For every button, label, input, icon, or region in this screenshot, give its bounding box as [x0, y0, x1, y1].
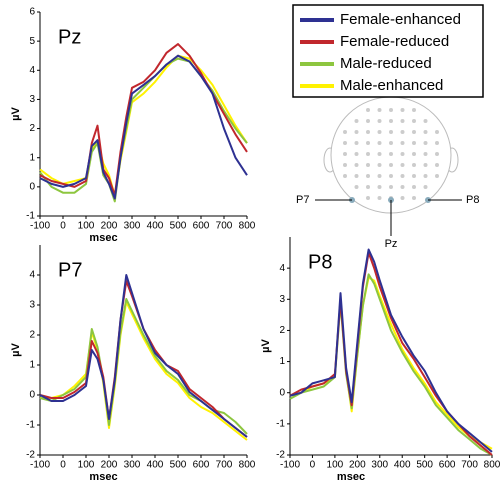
electrode-diagram: P7 P8 Pz [296, 87, 479, 250]
x-tick-label: 600 [193, 460, 210, 471]
y-tick-label: 5 [29, 36, 35, 47]
series-line [39, 54, 248, 197]
y-tick-label: 2 [29, 330, 35, 341]
x-tick-label: 700 [216, 221, 233, 232]
x-tick-label: -100 [30, 221, 50, 232]
chart-title: P8 [308, 251, 332, 273]
x-axis-label: msec [89, 232, 117, 244]
y-tick-label: 3 [279, 294, 285, 305]
series-line [39, 274, 248, 438]
series-line [39, 57, 248, 203]
x-tick-label: 300 [371, 460, 388, 471]
x-tick-label: 400 [394, 460, 411, 471]
x-tick-label: 800 [484, 460, 501, 471]
x-tick-label: 100 [78, 460, 95, 471]
y-tick-label: -1 [26, 211, 35, 222]
electrode-label: Pz [385, 238, 398, 250]
y-tick-label: -2 [276, 450, 285, 461]
x-tick-label: 200 [349, 460, 366, 471]
y-tick-label: 3 [29, 94, 35, 105]
y-axis-label: µV [260, 339, 272, 353]
legend-label: Female-reduced [340, 33, 449, 50]
electrode-label: P8 [466, 194, 479, 206]
y-tick-label: 3 [29, 300, 35, 311]
y-tick-label: 4 [29, 65, 35, 76]
x-tick-label: 100 [327, 460, 344, 471]
x-tick-label: 400 [147, 221, 164, 232]
y-tick-label: 0 [29, 390, 35, 401]
y-tick-label: 2 [29, 123, 35, 134]
y-axis-label: µV [10, 107, 22, 121]
y-tick-label: 0 [279, 387, 285, 398]
y-tick-label: 1 [279, 356, 285, 367]
series-line [289, 273, 493, 456]
y-tick-label: 4 [29, 270, 35, 281]
series-line [289, 248, 493, 453]
legend-label: Male-reduced [340, 55, 432, 72]
y-tick-label: 0 [29, 181, 35, 192]
chart-title: P7 [58, 259, 82, 281]
x-tick-label: 200 [101, 221, 118, 232]
y-tick-label: 1 [29, 152, 35, 163]
y-tick-label: 1 [29, 360, 35, 371]
electrode-label: P7 [296, 194, 309, 206]
series-line [289, 251, 493, 456]
x-tick-label: 500 [416, 460, 433, 471]
series-line [39, 43, 248, 197]
y-tick-label: 6 [29, 7, 35, 18]
x-tick-label: 300 [124, 221, 141, 232]
y-axis-label: µV [10, 343, 22, 357]
x-tick-label: 100 [78, 221, 95, 232]
x-tick-label: 600 [439, 460, 456, 471]
series-line [39, 54, 248, 200]
x-tick-label: -100 [30, 460, 50, 471]
x-tick-label: 0 [60, 221, 66, 232]
y-tick-label: -2 [26, 450, 35, 461]
y-tick-label: -1 [26, 420, 35, 431]
x-tick-label: 500 [170, 460, 187, 471]
y-tick-label: 2 [279, 325, 285, 336]
y-tick-label: -1 [276, 418, 285, 429]
chart-title: Pz [58, 26, 81, 48]
x-tick-label: 0 [310, 460, 316, 471]
legend-label: Male-enhanced [340, 77, 443, 94]
x-tick-label: 800 [239, 221, 256, 232]
x-tick-label: 600 [193, 221, 210, 232]
x-tick-label: 300 [124, 460, 141, 471]
legend-label: Female-enhanced [340, 11, 461, 28]
x-tick-label: 700 [216, 460, 233, 471]
x-tick-label: 800 [239, 460, 256, 471]
x-tick-label: 200 [101, 460, 118, 471]
series-line [40, 301, 248, 441]
x-axis-label: msec [89, 471, 117, 482]
y-tick-label: 4 [279, 263, 285, 274]
x-tick-label: -100 [280, 460, 300, 471]
x-axis-label: msec [337, 471, 365, 482]
x-tick-label: 400 [147, 460, 164, 471]
x-tick-label: 500 [170, 221, 187, 232]
x-tick-label: 0 [60, 460, 66, 471]
x-tick-label: 700 [461, 460, 478, 471]
series-line [289, 276, 493, 450]
